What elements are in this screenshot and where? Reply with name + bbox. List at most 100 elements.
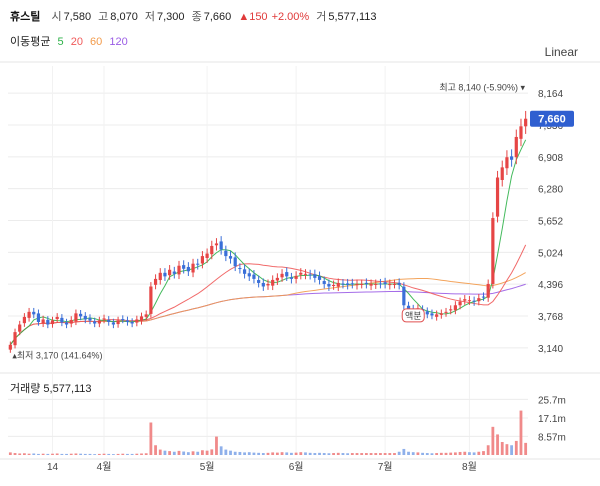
candle-body — [331, 284, 336, 286]
candle-body — [172, 271, 176, 274]
candle-body — [242, 269, 247, 274]
candle-body — [102, 318, 106, 320]
volume-bar — [149, 422, 153, 455]
volume-bar — [355, 453, 359, 455]
candle-body — [453, 305, 457, 311]
volume-bar — [374, 453, 378, 455]
ma-5-line — [9, 139, 527, 346]
volume-bar — [322, 453, 326, 455]
volume-bar — [341, 453, 345, 455]
candle-body — [107, 319, 111, 322]
price-axis-label: 5,024 — [538, 248, 563, 259]
moving-average-label: 이동평균 — [10, 36, 51, 48]
volume-bar — [97, 453, 101, 455]
candle-body — [477, 298, 481, 302]
volume-bar — [369, 453, 373, 455]
volume-bar — [224, 449, 228, 455]
ma-5[interactable]: 5 — [57, 36, 64, 48]
volume-bar — [257, 452, 261, 455]
candle-body — [402, 286, 406, 306]
volume-bar — [285, 452, 289, 455]
candle-body — [449, 309, 453, 311]
volume-bar — [505, 444, 509, 455]
volume-bar — [210, 449, 214, 455]
candle-body — [116, 320, 120, 325]
price-axis-label: 6,280 — [538, 185, 563, 196]
volume-bar — [304, 452, 307, 455]
candle-body — [8, 344, 12, 350]
candle-body — [130, 321, 134, 324]
volume-bar — [486, 445, 490, 455]
candle-body — [486, 283, 490, 298]
ma-120[interactable]: 120 — [109, 36, 128, 48]
scale-toggle[interactable]: Linear — [544, 45, 578, 59]
candle-body — [36, 313, 41, 322]
candle-body — [139, 316, 144, 321]
candle-body — [60, 317, 64, 323]
volume-bar — [411, 452, 415, 455]
volume-bar — [163, 450, 167, 455]
candle-body — [83, 315, 87, 320]
candle-body — [46, 319, 50, 325]
min-price-annotation: ▴최저 3,170 (141.64%) — [12, 350, 102, 360]
volume-bar — [383, 453, 387, 455]
time-axis-label: 5월 — [200, 461, 215, 473]
ma-60[interactable]: 60 — [90, 36, 103, 48]
volume-bar — [388, 453, 392, 455]
event-annotation: 액분 — [405, 310, 422, 321]
volume-axis-label: 17.1m — [538, 414, 566, 425]
volume-bar — [472, 452, 476, 455]
volume-bar — [121, 453, 125, 455]
high-label: 고 — [98, 11, 109, 23]
volume-bar — [22, 453, 26, 455]
low-value: 7,300 — [157, 11, 185, 23]
candle-body — [125, 320, 130, 322]
volume-bar — [107, 453, 111, 455]
high-value: 8,070 — [110, 11, 138, 23]
candle-body — [74, 313, 78, 322]
candle-body — [238, 268, 242, 270]
candle-body — [41, 319, 45, 324]
candle-body — [191, 263, 195, 273]
candle-body — [233, 257, 237, 267]
volume-bar — [407, 451, 410, 455]
candle-body — [397, 282, 401, 285]
candle-body — [271, 279, 275, 286]
candle-body — [378, 283, 383, 285]
candle-body — [177, 265, 181, 275]
candle-body — [50, 320, 55, 325]
moving-average-legend: 이동평균 5 20 60 120 — [10, 33, 132, 49]
open-label: 시 — [51, 11, 62, 23]
volume-bar — [51, 453, 54, 455]
volume-bar — [135, 453, 139, 455]
max-price-annotation: 최고 8,140 (-5.90%) ▾ — [439, 82, 525, 92]
time-axis-label: 4월 — [97, 461, 112, 473]
volume-bar — [196, 451, 200, 455]
candle-body — [224, 250, 228, 257]
volume-bar — [425, 453, 429, 455]
candle-body — [69, 319, 73, 324]
candle-body — [153, 278, 158, 285]
candle-body — [444, 311, 448, 313]
volume-bar — [8, 452, 12, 455]
volume-bar — [13, 453, 17, 455]
volume-bar — [233, 451, 237, 455]
volume-bar — [318, 452, 321, 455]
volume-bar — [238, 451, 242, 455]
candle-body — [322, 281, 326, 284]
ma-20-line — [9, 244, 527, 346]
volume-bar — [393, 453, 396, 455]
candle-body — [144, 314, 148, 317]
volume-bar — [32, 453, 36, 455]
candle-body — [374, 283, 378, 285]
volume-bar — [397, 451, 401, 455]
candle-body — [214, 243, 219, 246]
time-axis-label: 14 — [47, 462, 59, 473]
volume-bar — [336, 452, 340, 455]
volume-bar — [144, 453, 148, 455]
volume-bar — [186, 452, 190, 455]
ma-20[interactable]: 20 — [70, 36, 83, 48]
volume-bar — [55, 453, 59, 455]
volume-bar — [252, 452, 256, 455]
